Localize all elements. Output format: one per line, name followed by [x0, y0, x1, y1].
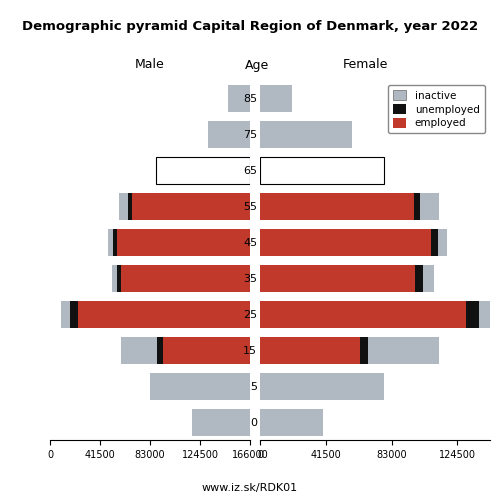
- Bar: [228, 84, 250, 112]
- Bar: [466, 300, 479, 328]
- Bar: [260, 156, 384, 184]
- Bar: [108, 228, 114, 256]
- Bar: [121, 336, 157, 363]
- Bar: [479, 300, 500, 328]
- Text: Demographic pyramid Capital Region of Denmark, year 2022: Demographic pyramid Capital Region of De…: [22, 20, 478, 33]
- Text: www.iz.sk/RDK01: www.iz.sk/RDK01: [202, 482, 298, 492]
- Bar: [157, 336, 164, 363]
- Bar: [132, 192, 250, 220]
- Bar: [260, 264, 416, 291]
- Bar: [114, 228, 117, 256]
- Bar: [438, 228, 447, 256]
- Bar: [156, 156, 250, 184]
- Bar: [70, 300, 78, 328]
- Bar: [360, 336, 368, 363]
- Bar: [260, 300, 466, 328]
- Bar: [260, 228, 432, 256]
- Bar: [78, 300, 250, 328]
- Bar: [61, 300, 70, 328]
- Bar: [117, 264, 121, 291]
- Bar: [112, 264, 117, 291]
- Text: Age: Age: [246, 58, 270, 71]
- Text: Male: Male: [135, 58, 165, 71]
- Bar: [368, 336, 439, 363]
- Bar: [121, 264, 250, 291]
- Legend: inactive, unemployed, employed: inactive, unemployed, employed: [388, 85, 485, 134]
- Bar: [260, 408, 324, 436]
- Bar: [260, 192, 414, 220]
- Bar: [118, 192, 128, 220]
- Bar: [260, 120, 352, 148]
- Text: Female: Female: [342, 58, 388, 71]
- Bar: [208, 120, 250, 148]
- Bar: [192, 408, 250, 436]
- Bar: [260, 336, 360, 363]
- Bar: [164, 336, 250, 363]
- Bar: [118, 228, 250, 256]
- Bar: [416, 264, 422, 291]
- Bar: [432, 228, 438, 256]
- Bar: [414, 192, 420, 220]
- Bar: [420, 192, 439, 220]
- Bar: [150, 372, 250, 400]
- Bar: [422, 264, 434, 291]
- Bar: [128, 192, 132, 220]
- Bar: [260, 84, 292, 112]
- Bar: [260, 372, 384, 400]
